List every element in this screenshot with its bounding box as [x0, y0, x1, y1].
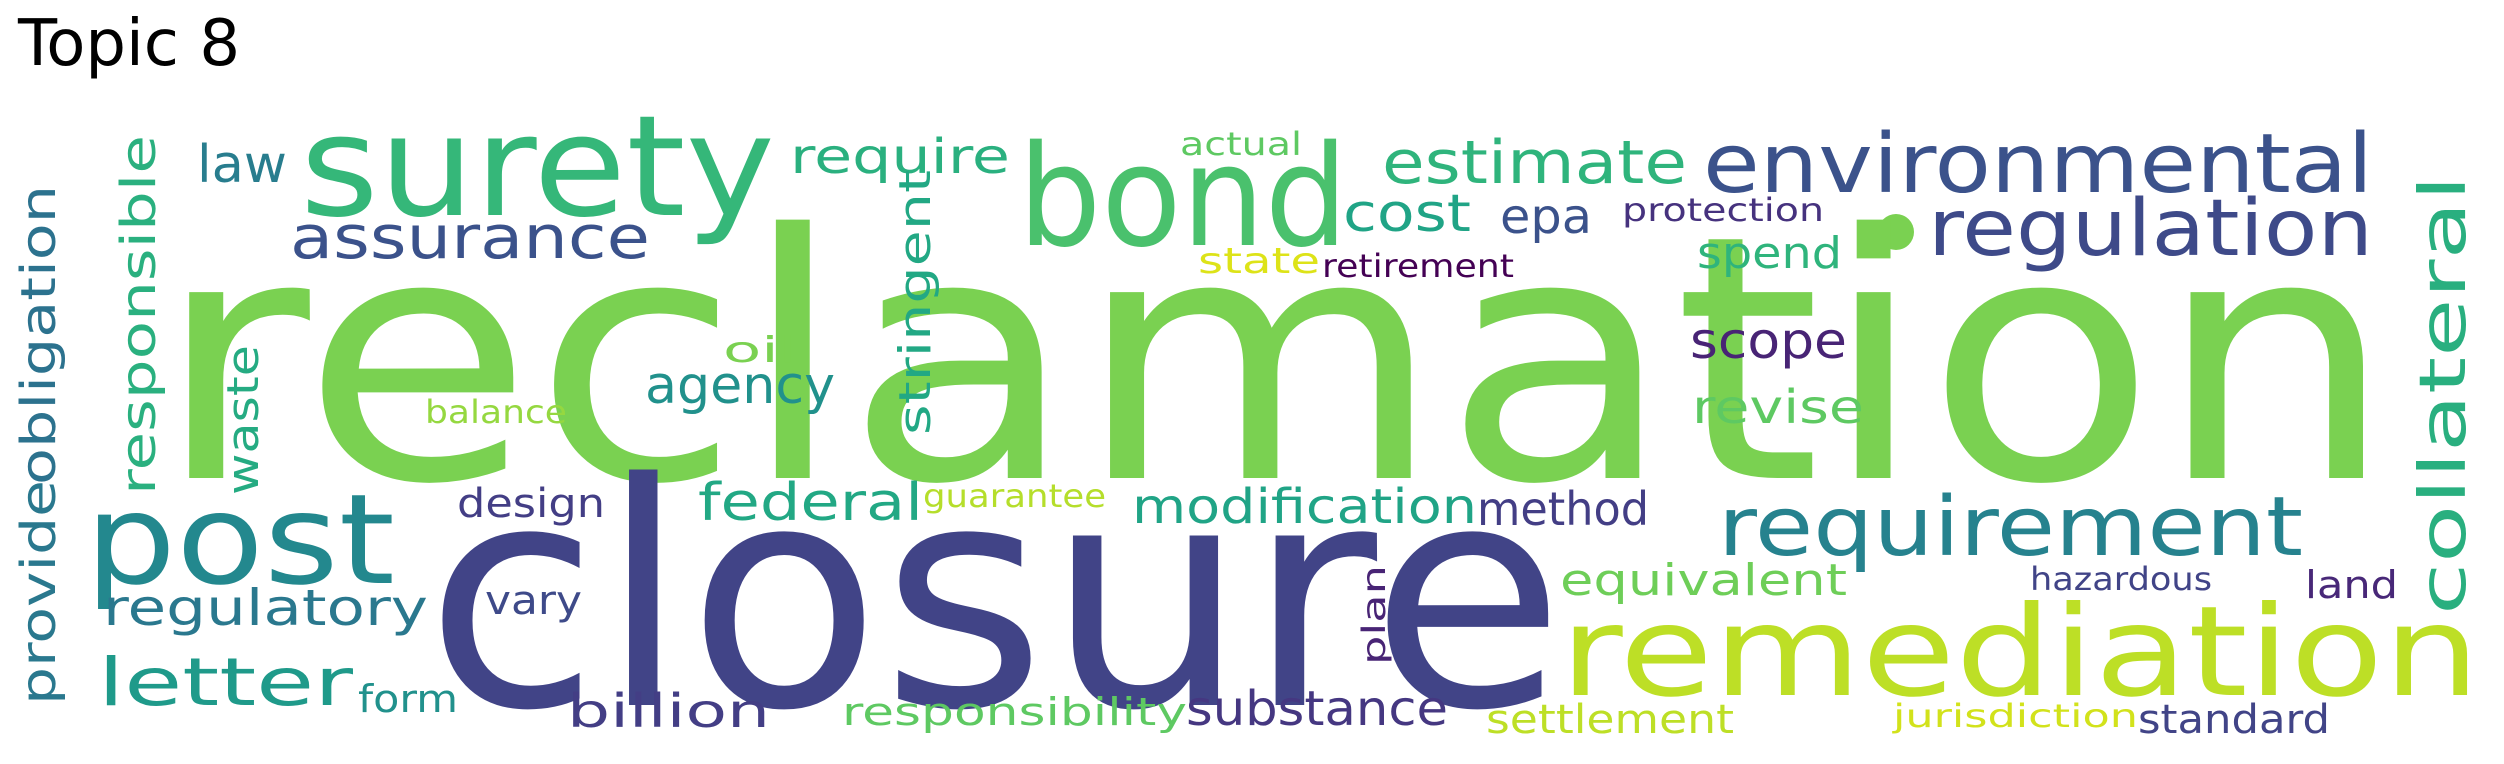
word-epa: epa: [1500, 189, 1592, 245]
word-stringent: stringent: [890, 170, 941, 435]
word-vary: vary: [485, 578, 582, 624]
word-guarantee: guarantee: [923, 477, 1106, 515]
word-regulation: regulation: [1928, 184, 2373, 274]
word-method: method: [1477, 482, 1649, 536]
chart-title: Topic 8: [18, 7, 241, 81]
word-assurance: assurance: [290, 203, 650, 273]
word-scope: scope: [1690, 312, 1847, 370]
word-jurisdiction: jurisdiction: [1892, 697, 2138, 735]
word-form: form: [358, 677, 458, 721]
word-waste: waste: [218, 345, 269, 495]
word-responsible: responsible: [111, 135, 167, 495]
word-actual: actual: [1180, 125, 1302, 163]
word-state: state: [1198, 241, 1320, 282]
word-modification: modification: [1132, 479, 1477, 535]
word-standard: standard: [2138, 697, 2330, 743]
word-require: require: [790, 129, 1010, 185]
word-hazardous: hazardous: [2030, 560, 2212, 598]
word-oil: oil: [723, 330, 796, 371]
word-balance: balance: [425, 393, 567, 431]
word-letter: letter: [98, 644, 354, 721]
word-settlement: settlement: [1486, 697, 1734, 743]
word-equivalent: equivalent: [1560, 555, 1847, 606]
word-estimate: estimate: [1382, 128, 1687, 198]
word-land: land: [2305, 563, 2398, 607]
word-protection: protection: [1622, 191, 1824, 229]
word-collateral: collateral: [2407, 175, 2481, 615]
word-remediation: remediation: [1560, 580, 2480, 725]
word-federal: federal: [698, 473, 923, 533]
word-regulatory: regulatory: [103, 579, 428, 637]
word-post: post: [85, 468, 395, 613]
word-billion: billion: [567, 684, 770, 738]
word-retirement: retirement: [1322, 247, 1514, 285]
word-surety: surety: [300, 86, 775, 249]
word-responsibility: responsibility: [842, 690, 1187, 734]
word-design: design: [457, 481, 605, 527]
word-requirement: requirement: [1718, 480, 2303, 575]
word-provide: provide: [11, 480, 67, 705]
word-agency: agency: [645, 356, 835, 416]
word-closure: closure: [425, 418, 1565, 764]
word-law: law: [197, 135, 287, 195]
word-environmental: environmental: [1703, 117, 2373, 212]
word-obligation: obligation: [11, 185, 67, 485]
word-spend: spend: [1697, 228, 1842, 279]
dot-mark: [1878, 214, 1914, 250]
word-reclamation: reclamation: [155, 163, 2395, 559]
word-revise: revise: [1692, 380, 1864, 434]
word-plan: plan: [1355, 565, 1393, 665]
word-bond: bond: [1018, 116, 1348, 279]
word-substance: substance: [1186, 681, 1448, 737]
word-cost: cost: [1343, 184, 1471, 244]
